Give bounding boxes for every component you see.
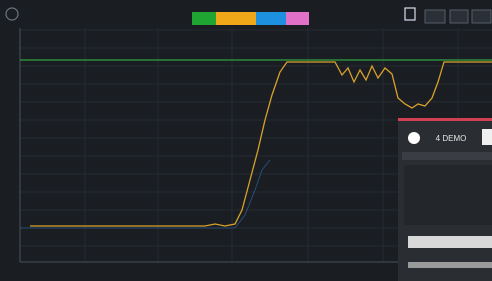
panel-button[interactable] xyxy=(482,129,492,145)
page: 4 DEMO (() => { const data = JSON.parse(… xyxy=(0,0,492,281)
legend-button[interactable] xyxy=(216,12,256,25)
legend-button[interactable] xyxy=(256,12,286,25)
legend-button[interactable] xyxy=(192,12,216,25)
add-icon[interactable] xyxy=(408,132,420,144)
panel-row xyxy=(402,152,492,160)
toolbar-button[interactable] xyxy=(425,10,445,23)
panel-body xyxy=(404,165,492,225)
panel-title: 4 DEMO xyxy=(436,134,467,143)
screen: 4 DEMO xyxy=(0,0,492,281)
toolbar-button[interactable] xyxy=(450,10,468,23)
legend-button[interactable] xyxy=(286,12,309,25)
toolbar-button[interactable] xyxy=(472,10,491,23)
panel-bar xyxy=(408,236,492,248)
panel-accent xyxy=(398,118,492,121)
panel-bar xyxy=(408,262,492,268)
